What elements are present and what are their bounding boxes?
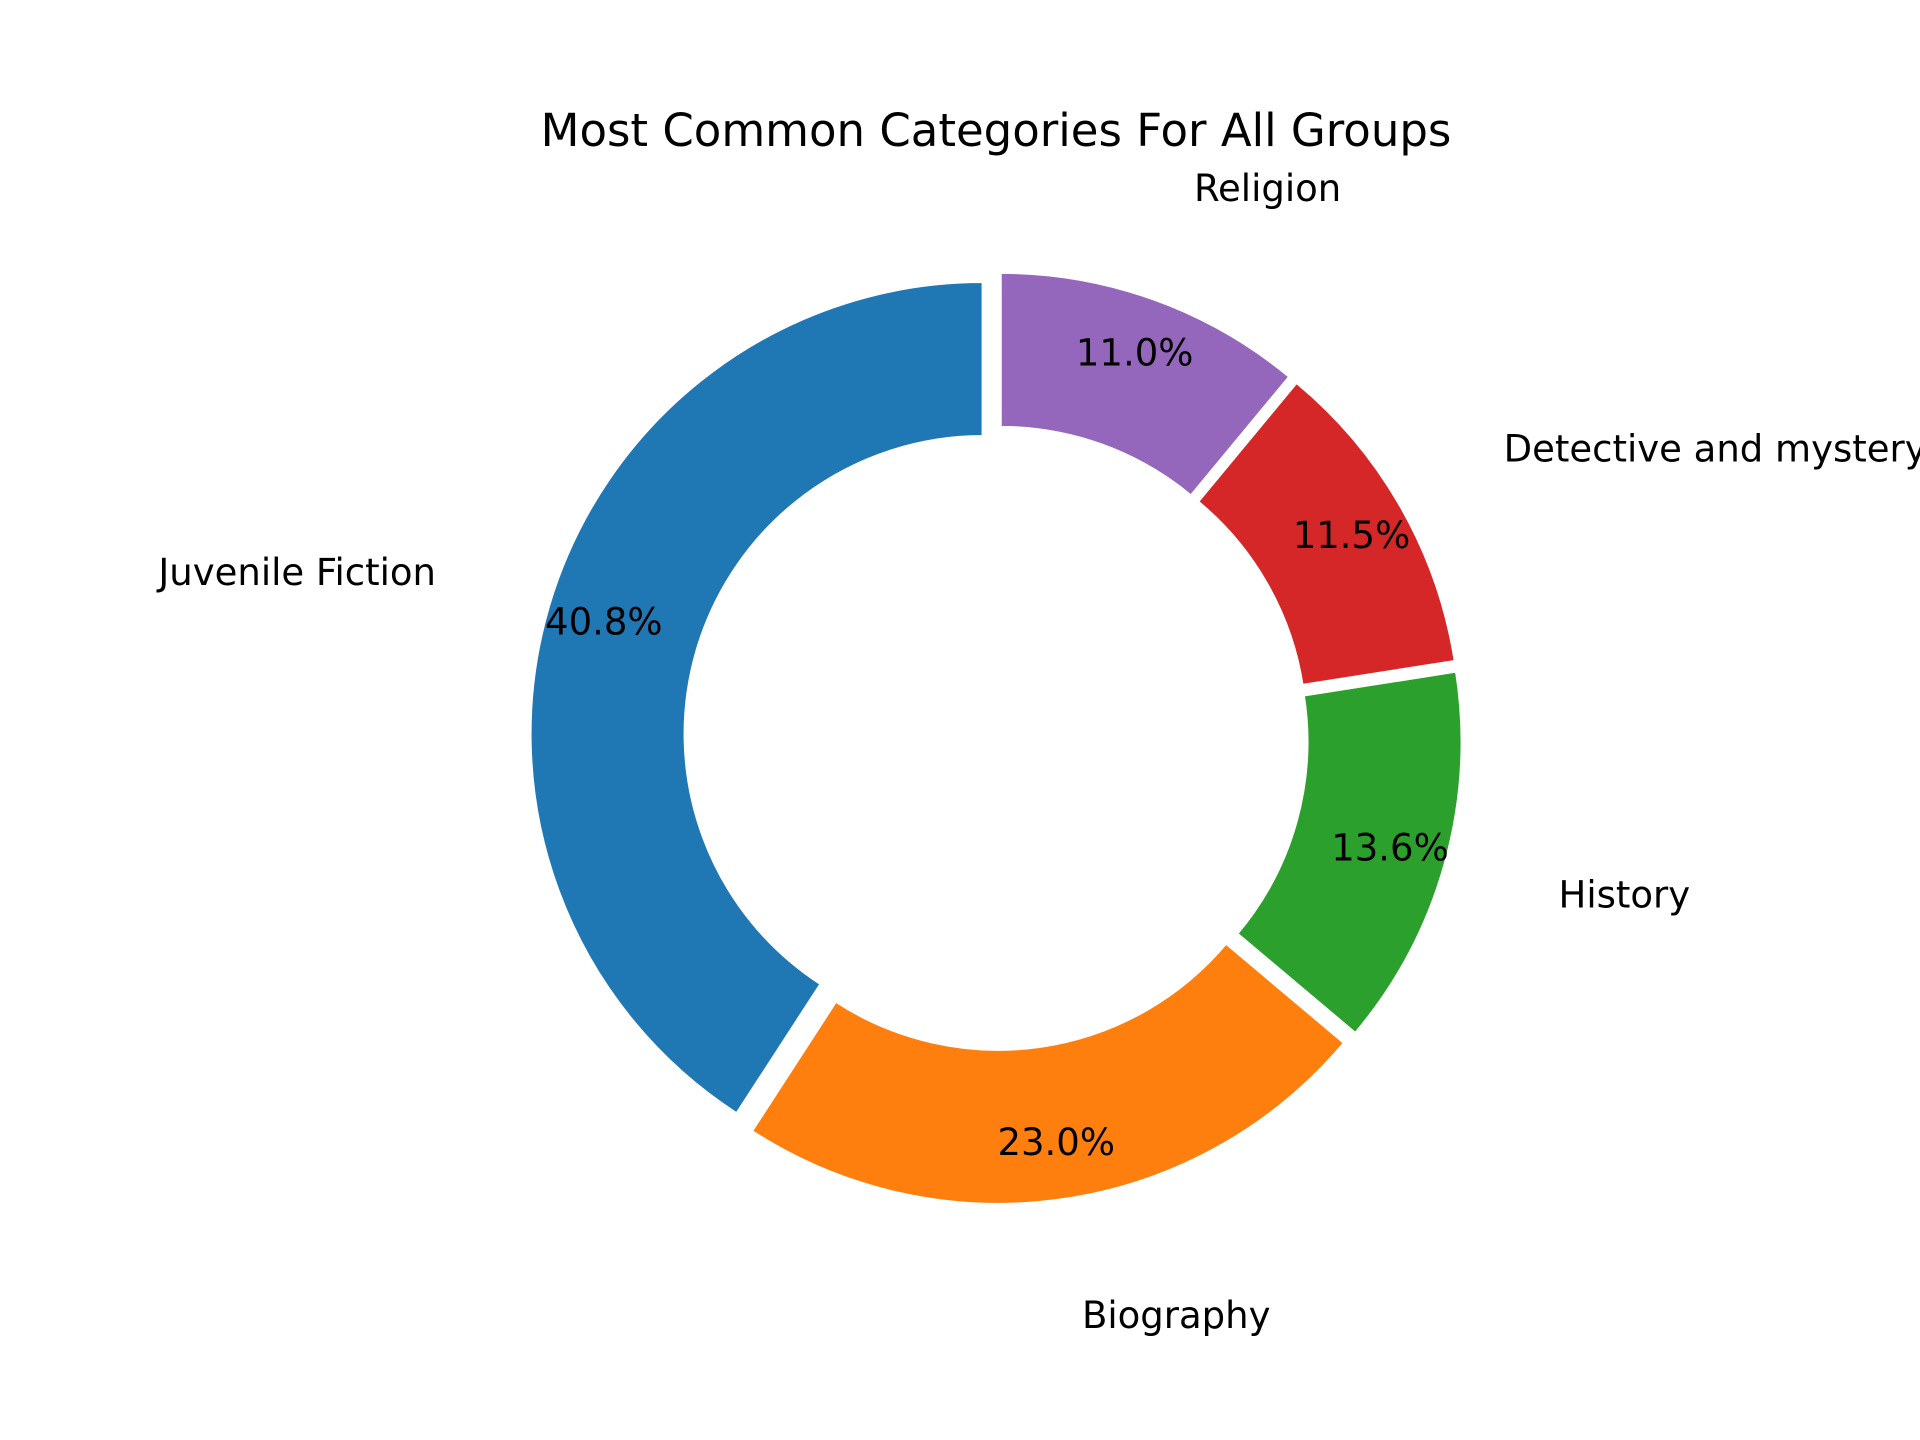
percent-labels: 40.8% 23.0% 13.6% 11.5% 11.0%	[545, 332, 1449, 1164]
slice-biography	[750, 942, 1346, 1205]
label-juvenile-fiction: Juvenile Fiction	[156, 551, 436, 594]
label-biography: Biography	[1082, 1294, 1271, 1337]
donut-slices	[529, 271, 1463, 1205]
slice-labels: Juvenile Fiction Biography History Detectiv…	[156, 167, 1920, 1337]
slice-history	[1236, 670, 1463, 1035]
label-detective-and-mystery: Detective and mystery	[1504, 428, 1920, 471]
percent-religion: 11.0%	[1076, 332, 1194, 375]
percent-juvenile-fiction: 40.8%	[545, 600, 663, 643]
percent-biography: 23.0%	[997, 1121, 1115, 1164]
percent-detective-and-mystery: 11.5%	[1293, 514, 1411, 557]
slice-religion	[999, 271, 1291, 497]
chart-title: Most Common Categories For All Groups	[541, 104, 1452, 157]
label-history: History	[1559, 873, 1691, 916]
slice-juvenile-fiction	[529, 281, 984, 1115]
label-religion: Religion	[1194, 167, 1341, 210]
slice-detective-and-mystery	[1196, 381, 1456, 687]
percent-history: 13.6%	[1331, 826, 1449, 869]
